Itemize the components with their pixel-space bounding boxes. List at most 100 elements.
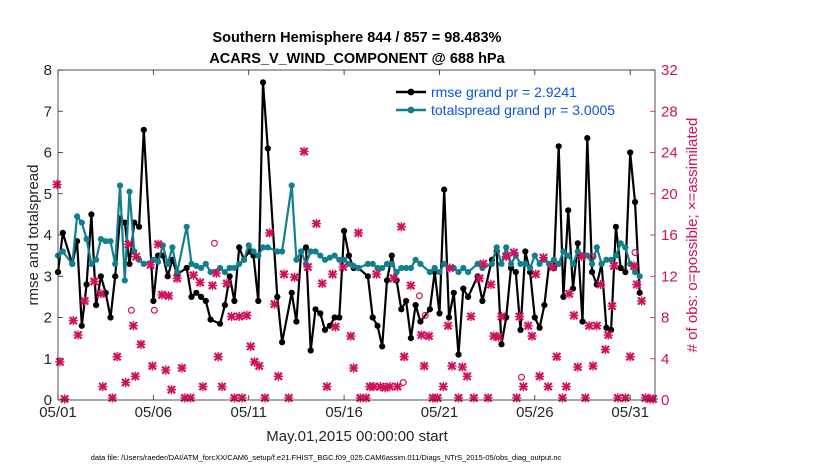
- x-axis-label: May.01,2015 00:00:00 start: [266, 428, 448, 445]
- totalspread-point: [155, 258, 162, 265]
- rmse-point: [445, 314, 453, 321]
- x-tick-label: 05/01: [39, 404, 77, 421]
- totalspread-point: [531, 252, 538, 259]
- totalspread-point: [369, 260, 376, 267]
- rmse-point: [231, 297, 238, 305]
- obs-assimilated-marker: [153, 239, 163, 249]
- obs-assimilated-marker: [445, 263, 455, 273]
- rmse-point: [107, 314, 114, 321]
- rmse-point: [150, 297, 157, 305]
- obs-assimilated-marker: [648, 394, 658, 404]
- obs-assimilated-marker: [518, 381, 528, 392]
- y-tick-label: 3: [44, 268, 52, 285]
- y-right-tick-label: 16: [661, 227, 678, 244]
- obs-assimilated-marker: [447, 361, 457, 371]
- totalspread-point: [307, 248, 314, 255]
- obs-assimilated-marker: [311, 219, 322, 229]
- rmse-point: [78, 322, 85, 329]
- totalspread-point: [398, 264, 405, 272]
- chart-subtitle: ACARS_V_WIND_COMPONENT @ 688 hPa: [209, 51, 505, 67]
- obs-assimilated-marker: [443, 321, 453, 331]
- obs-assimilated-marker: [130, 371, 140, 381]
- totalspread-point: [255, 252, 262, 259]
- obs-assimilated-marker: [424, 331, 434, 341]
- rmse-point: [465, 293, 472, 300]
- totalspread-point: [317, 252, 324, 259]
- obs-assimilated-marker: [603, 330, 613, 340]
- rmse-point: [317, 310, 324, 317]
- totalspread-point: [536, 260, 543, 267]
- plot-frame: [57, 69, 656, 401]
- totalspread-point: [612, 252, 620, 259]
- obs-assimilated-marker: [213, 352, 223, 362]
- rmse-point: [188, 293, 195, 300]
- obs-assimilated-marker: [98, 381, 108, 392]
- rmse-point: [112, 273, 119, 280]
- y-right-tick-label: 28: [661, 103, 678, 120]
- rmse-point: [636, 289, 643, 296]
- totalspread-point: [522, 260, 529, 267]
- y-right-tick-label: 4: [661, 351, 669, 368]
- rmse-point: [479, 297, 486, 305]
- rmse-point: [388, 252, 395, 259]
- rmse-point: [450, 289, 457, 296]
- totalspread-point: [488, 260, 495, 267]
- rmse-point: [627, 149, 634, 156]
- obs-assimilated-marker: [416, 330, 426, 340]
- totalspread-point: [88, 260, 95, 267]
- obs-assimilated-marker: [557, 393, 568, 403]
- obs-assimilated-marker: [453, 393, 464, 403]
- rmse-point: [412, 302, 419, 309]
- rmse-point: [336, 314, 343, 321]
- totalspread-point: [603, 256, 610, 263]
- totalspread-point: [202, 260, 209, 267]
- obs-assimilated-marker: [399, 352, 409, 362]
- obs-assimilated-marker: [246, 341, 256, 351]
- totalspread-point: [341, 256, 348, 263]
- obs-assimilated-marker: [147, 361, 158, 371]
- obs-assimilated-marker: [330, 322, 341, 332]
- chart-title: Southern Hemisphere 844 / 857 = 98.483%: [213, 30, 502, 46]
- obs-assimilated-marker: [52, 179, 62, 190]
- obs-assimilated-marker: [164, 291, 174, 301]
- totalspread-point: [560, 248, 567, 255]
- obs-assimilated-marker: [73, 330, 83, 340]
- obs-assimilated-marker: [569, 310, 579, 321]
- obs-assimilated-marker: [349, 363, 359, 373]
- obs-assimilated-marker: [596, 279, 606, 290]
- totalspread-point: [226, 264, 233, 272]
- totalspread-point: [417, 260, 424, 267]
- rmse-point: [565, 207, 572, 214]
- y-tick-label: 5: [44, 186, 52, 203]
- obs-assimilated-marker: [486, 279, 496, 290]
- rmse-point: [279, 339, 286, 346]
- rmse-point: [441, 186, 448, 193]
- totalspread-point: [407, 264, 414, 272]
- rmse-point: [536, 324, 543, 331]
- totalspread-point: [493, 244, 500, 251]
- rmse-point: [236, 244, 243, 251]
- rmse-point: [589, 269, 596, 276]
- rmse-point: [403, 297, 410, 305]
- obs-assimilated-marker: [188, 270, 199, 280]
- obs-assimilated-marker: [509, 247, 519, 258]
- rmse-point: [121, 219, 128, 226]
- totalspread-point: [355, 264, 362, 272]
- totalspread-point: [374, 264, 381, 272]
- rmse-point: [193, 289, 200, 296]
- totalspread-point: [636, 273, 643, 280]
- y-tick-label: 1: [44, 351, 52, 368]
- obs-assimilated-marker: [172, 273, 182, 283]
- obs-assimilated-marker: [588, 361, 598, 371]
- totalspread-point: [617, 240, 624, 247]
- totalspread-point: [336, 256, 343, 263]
- obs-assimilated-marker: [573, 362, 583, 372]
- totalspread-point: [231, 264, 238, 272]
- y-tick-label: 8: [44, 62, 52, 79]
- obs-assimilated-marker: [512, 393, 522, 403]
- rmse-point: [579, 318, 586, 325]
- series-group: [54, 79, 643, 358]
- obs-assimilated-marker: [353, 228, 364, 238]
- totalspread-point: [193, 262, 200, 269]
- y-tick-label: 6: [44, 145, 52, 162]
